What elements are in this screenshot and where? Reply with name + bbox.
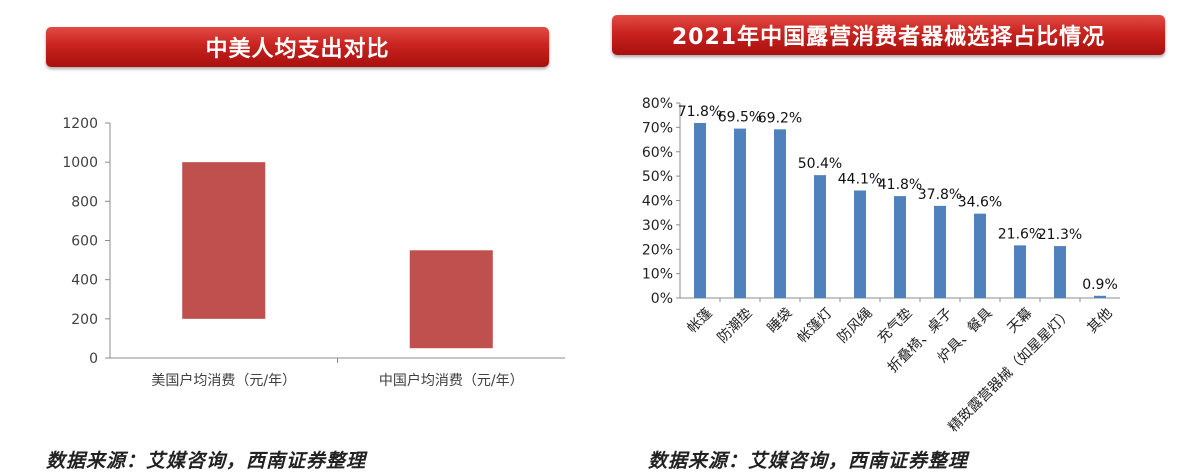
right-bar-value-label: 50.4% bbox=[798, 156, 842, 172]
spending-comparison-chart: 0 200 400 600 800 1000 1200 美国户均消费（元/年） 中国户均消费（元… bbox=[62, 116, 565, 389]
right-data-source: 数据来源：艾媒咨询，西南证券整理 bbox=[648, 450, 969, 472]
right-bar-value-label: 41.8% bbox=[878, 177, 922, 193]
right-y-tick-label: 0% bbox=[651, 291, 673, 307]
right-bar-value-label: 21.6% bbox=[998, 226, 1042, 242]
right-y-tick-label: 60% bbox=[642, 145, 673, 161]
left-y-tick-label: 400 bbox=[71, 273, 98, 289]
right-x-category-label: 防潮垫 bbox=[715, 305, 756, 346]
right-y-tick-label: 10% bbox=[642, 267, 673, 283]
right-bar-value-label: 69.5% bbox=[718, 110, 762, 126]
left-y-tick-label: 0 bbox=[89, 351, 98, 367]
right-chart-title-banner: 2021年中国露营消费者器械选择占比情况 bbox=[612, 15, 1165, 55]
right-bar bbox=[1014, 245, 1026, 298]
right-y-tick-label: 70% bbox=[642, 120, 673, 136]
right-bar bbox=[694, 122, 706, 298]
right-bar-value-label: 44.1% bbox=[838, 172, 882, 188]
right-y-tick-label: 30% bbox=[642, 218, 673, 234]
left-x-category-label: 中国户均消费（元/年） bbox=[379, 372, 524, 389]
left-bar bbox=[182, 162, 266, 319]
left-y-tick-label: 600 bbox=[71, 234, 98, 250]
left-x-category-label: 美国户均消费（元/年） bbox=[151, 372, 296, 389]
right-x-category-label: 天幕 bbox=[1004, 305, 1035, 336]
right-bar-value-label: 0.9% bbox=[1082, 277, 1118, 293]
left-chart-title-banner: 中美人均支出对比 bbox=[46, 27, 549, 67]
left-y-tick-label: 1200 bbox=[62, 116, 98, 132]
right-bar bbox=[974, 213, 986, 298]
right-bar bbox=[934, 205, 946, 298]
left-y-tick-label: 200 bbox=[71, 312, 98, 328]
left-y-tick-label: 1000 bbox=[62, 155, 98, 171]
right-bar-value-label: 34.6% bbox=[958, 195, 1002, 211]
right-x-category-label: 防风绳 bbox=[835, 305, 876, 346]
right-bar bbox=[1054, 246, 1066, 298]
right-y-tick-label: 40% bbox=[642, 194, 673, 210]
right-bar-value-label: 21.3% bbox=[1038, 227, 1082, 243]
right-y-tick-label: 50% bbox=[642, 169, 673, 185]
camping-equipment-share-chart: 0% 10% 20% 30% 40% 50% 60% 70% 80% 71.8% 帐篷 69.5% 防潮… bbox=[642, 96, 1120, 435]
right-bar-value-label: 71.8% bbox=[678, 104, 722, 120]
right-x-category-label: 帐篷 bbox=[684, 305, 715, 336]
right-bar bbox=[814, 175, 826, 298]
right-chart-title: 2021年中国露营消费者器械选择占比情况 bbox=[671, 25, 1106, 50]
right-x-category-label: 睡袋 bbox=[764, 305, 795, 336]
left-y-tick-label: 800 bbox=[71, 194, 98, 210]
right-bar bbox=[1094, 295, 1106, 298]
right-bar-value-label: 69.2% bbox=[758, 110, 802, 126]
right-x-category-label: 帐篷灯 bbox=[795, 305, 836, 346]
right-y-tick-label: 80% bbox=[642, 96, 673, 112]
left-chart-title: 中美人均支出对比 bbox=[205, 37, 390, 62]
right-bar-value-label: 37.8% bbox=[918, 187, 962, 203]
right-y-tick-label: 20% bbox=[642, 242, 673, 258]
right-bar bbox=[734, 128, 746, 298]
left-data-source: 数据来源：艾媒咨询，西南证券整理 bbox=[46, 450, 367, 472]
right-bar bbox=[854, 190, 866, 298]
right-bar bbox=[894, 196, 906, 298]
left-bar bbox=[409, 250, 493, 349]
right-bar bbox=[774, 129, 786, 298]
right-x-category-label: 其他 bbox=[1084, 305, 1115, 336]
